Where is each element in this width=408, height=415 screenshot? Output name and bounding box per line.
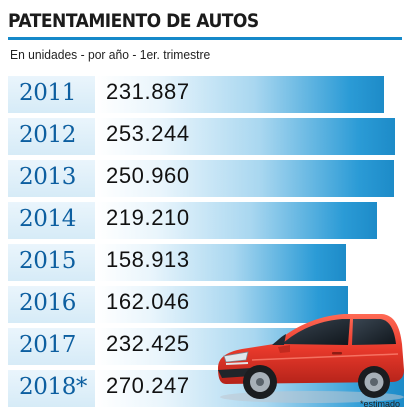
bar-row: 2011 231.887 xyxy=(0,74,408,117)
year-label: 2017 xyxy=(19,332,76,358)
bar-row: 2014 219.210 xyxy=(0,200,408,243)
year-label: 2018* xyxy=(19,374,88,400)
chart-title: PATENTAMIENTO DE AUTOS xyxy=(8,10,259,32)
year-label: 2016 xyxy=(19,290,76,316)
year-label: 2013 xyxy=(19,164,76,190)
year-label-box: 2011 xyxy=(8,76,95,113)
bar xyxy=(96,160,394,197)
chart-subtitle: En unidades - por año - 1er. trimestre xyxy=(10,47,211,62)
bar-row: 2013 250.960 xyxy=(0,158,408,201)
year-label-box: 2017 xyxy=(8,328,95,365)
bar-value-label: 253.244 xyxy=(106,121,190,146)
year-label: 2011 xyxy=(19,80,76,106)
bar-value-label: 162.046 xyxy=(106,289,190,314)
bar xyxy=(96,76,385,113)
bar-value-label: 232.425 xyxy=(106,331,190,356)
year-label-box: 2018* xyxy=(8,370,95,407)
bar-value-label: 250.960 xyxy=(106,163,190,188)
footnote: *estimado xyxy=(359,399,400,409)
bar xyxy=(96,118,396,155)
bar xyxy=(96,244,346,281)
bar xyxy=(96,286,348,323)
year-label-box: 2014 xyxy=(8,202,95,239)
bar xyxy=(96,202,378,239)
bar-row: 2012 253.244 xyxy=(0,116,408,159)
bar-value-label: 270.247 xyxy=(106,373,190,398)
bar-row: 2016 162.046 xyxy=(0,284,408,327)
year-label: 2015 xyxy=(19,248,76,274)
title-underline xyxy=(8,37,402,40)
year-label-box: 2015 xyxy=(8,244,95,281)
bar-value-label: 231.887 xyxy=(106,79,190,104)
year-label: 2012 xyxy=(19,122,76,148)
bar-row: 2015 158.913 xyxy=(0,242,408,285)
bar-value-label: 219.210 xyxy=(106,205,190,230)
year-label: 2014 xyxy=(19,206,76,232)
bar-value-label: 158.913 xyxy=(106,247,190,272)
year-label-box: 2016 xyxy=(8,286,95,323)
year-label-box: 2012 xyxy=(8,118,95,155)
year-label-box: 2013 xyxy=(8,160,95,197)
car-icon xyxy=(218,314,404,403)
